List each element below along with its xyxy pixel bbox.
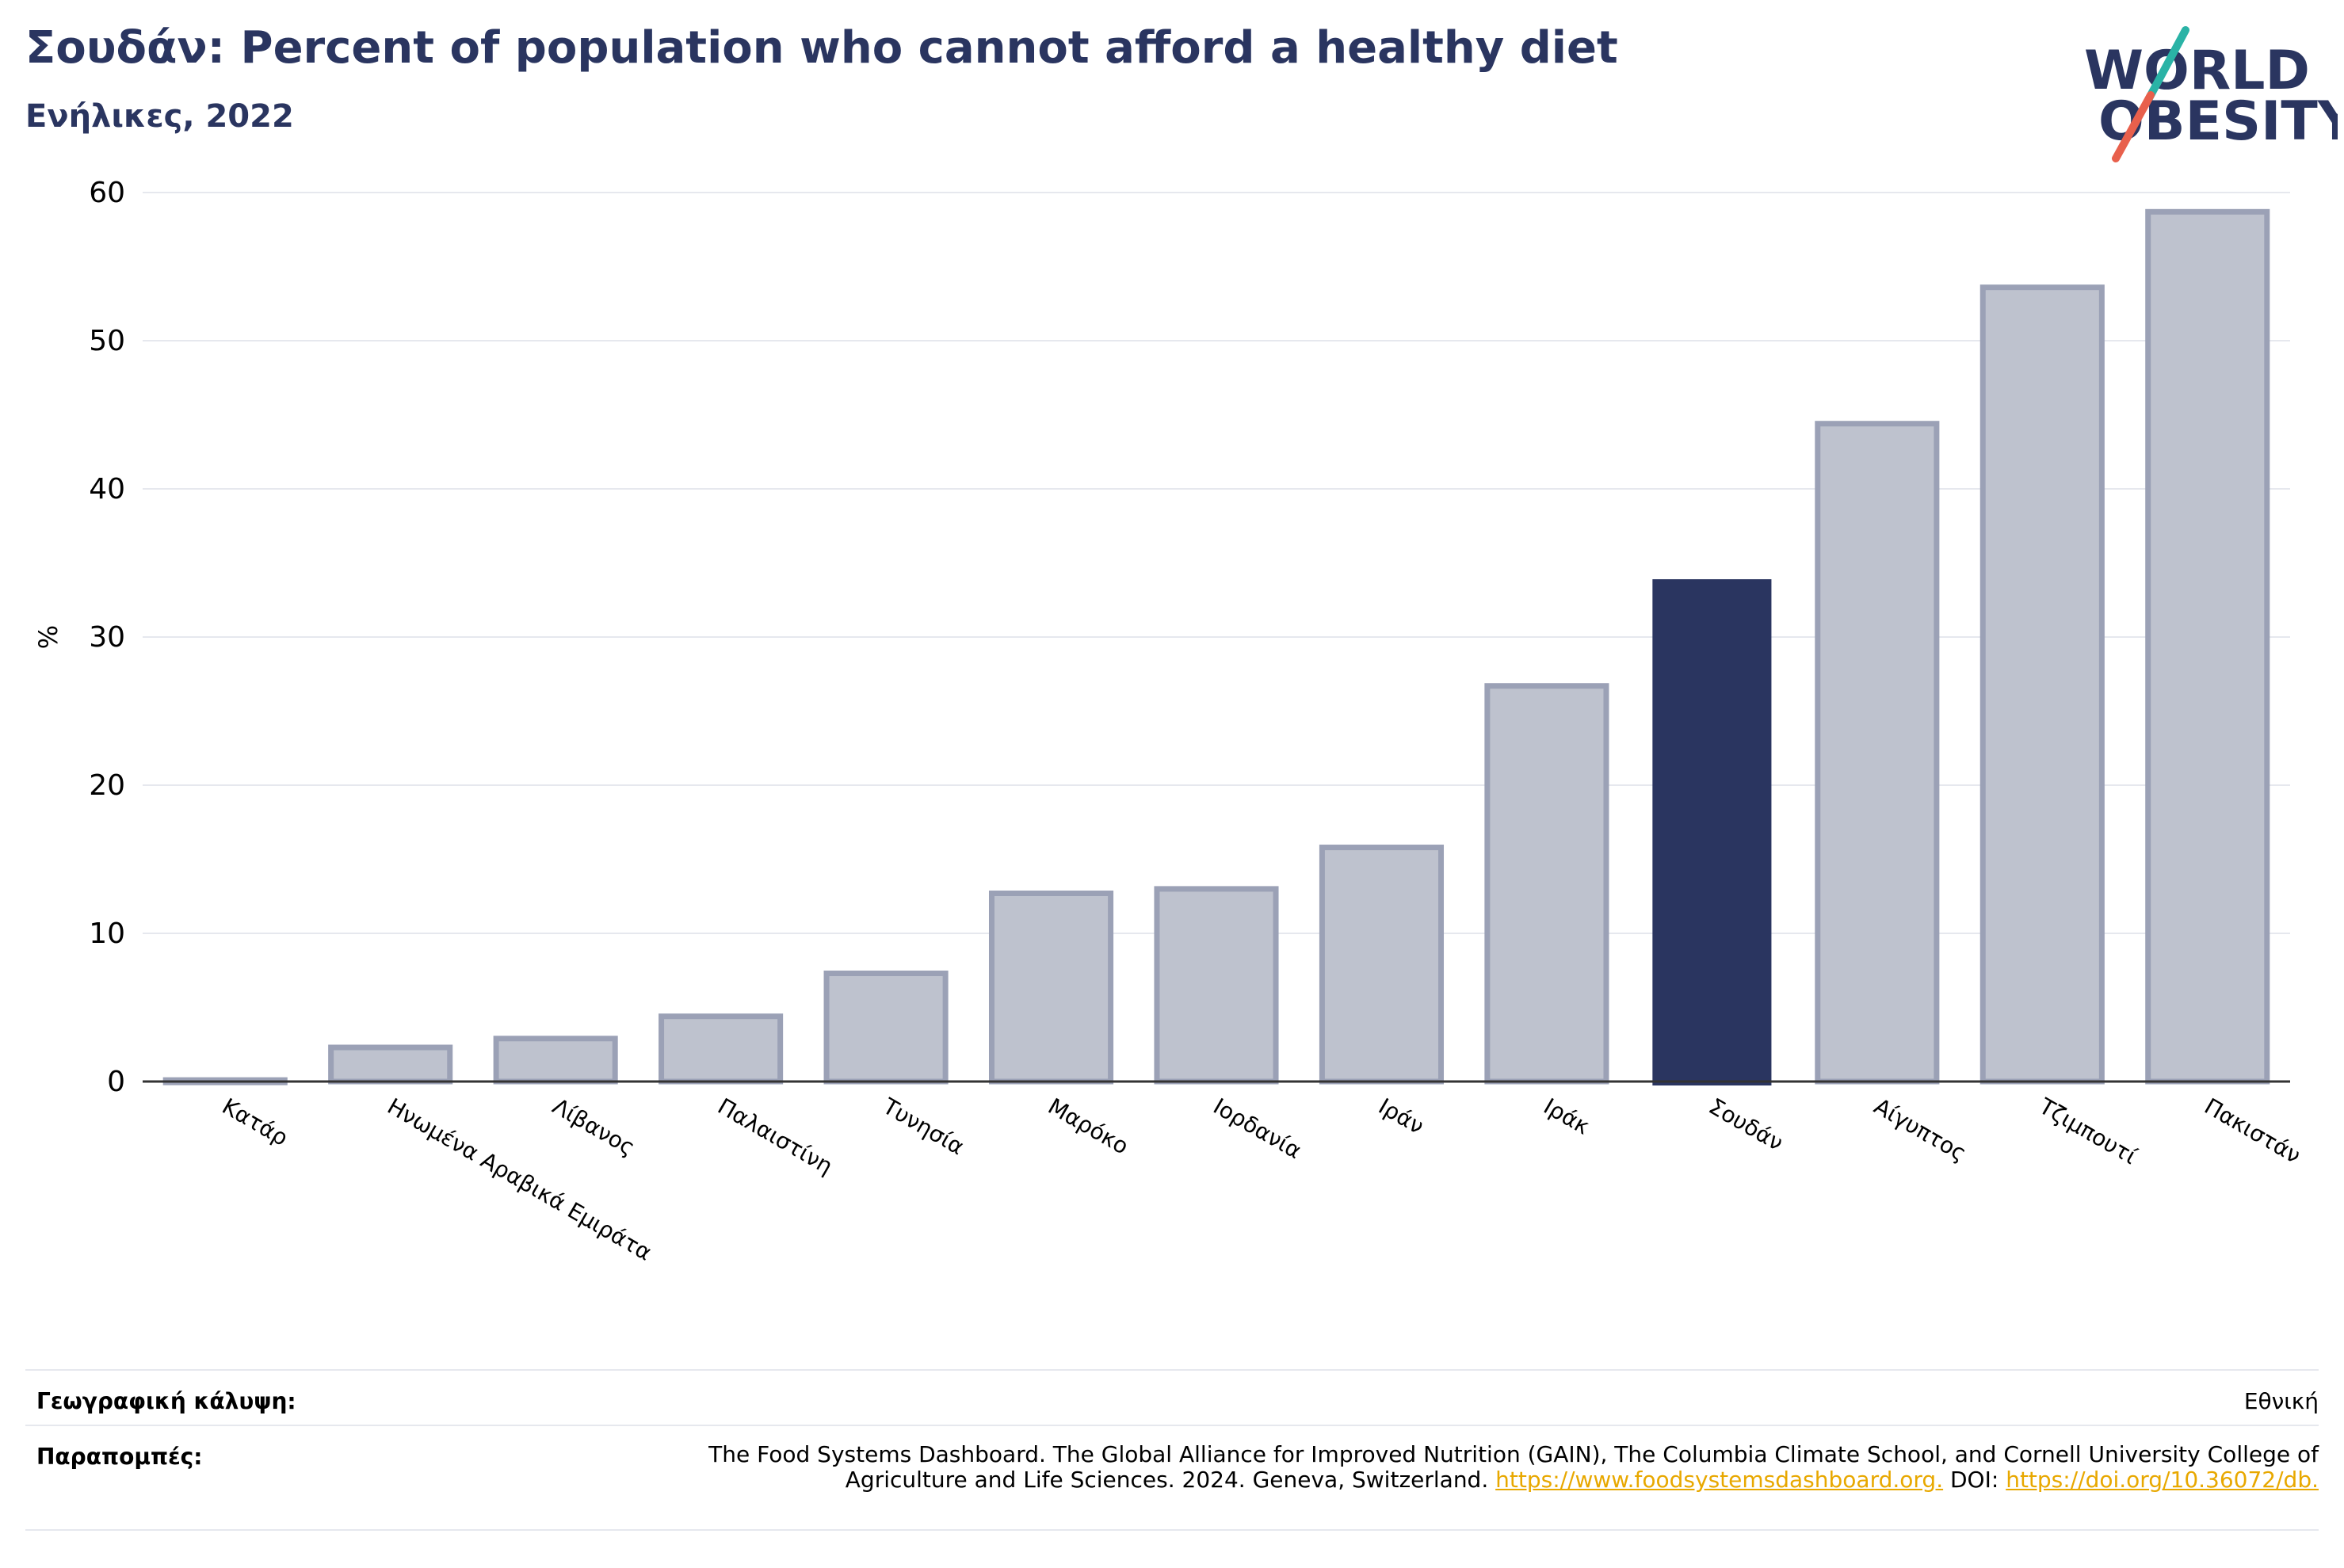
world-obesity-logo: WORLD OBESITY [2084, 26, 2338, 162]
coverage-label: Γεωγραφική κάλυψη: [36, 1388, 296, 1414]
gridlines [143, 192, 2290, 934]
x-tick-label: Ιορδανία [1209, 1093, 1306, 1164]
references-text: The Food Systems Dashboard. The Global A… [694, 1442, 2319, 1493]
chart-subtitle: Ενήλικες, 2022 [25, 98, 294, 135]
references-doi-label: DOI: [1950, 1467, 1999, 1493]
references-link-dashboard[interactable]: https://www.foodsystemsdashboard.org. [1495, 1467, 1944, 1493]
bar [1815, 421, 1940, 1085]
bar [1154, 886, 1279, 1085]
bar [2145, 208, 2270, 1085]
y-tick-label: 0 [107, 1066, 125, 1098]
bar [823, 970, 949, 1085]
footer-divider-bottom [25, 1529, 2319, 1531]
x-tick-label: Τζιμπουτί [2034, 1093, 2142, 1169]
x-tick-label: Παλαιστίνη [713, 1093, 837, 1179]
x-tick-label: Κατάρ [218, 1093, 292, 1151]
x-tick-label: Αίγυπτος [1869, 1093, 1971, 1166]
bar [1979, 284, 2105, 1085]
x-tick-label: Μαρόκο [1044, 1093, 1133, 1159]
x-tick-label: Τυνησία [878, 1093, 969, 1160]
bar [328, 1044, 453, 1085]
bar [493, 1036, 618, 1085]
bar [1319, 845, 1445, 1085]
bar-highlighted [1652, 579, 1772, 1085]
bar [988, 891, 1114, 1085]
x-tick-label: Λίβανος [548, 1093, 639, 1161]
y-tick-label: 40 [89, 473, 125, 505]
references-label: Παραπομπές: [36, 1444, 203, 1470]
bars [162, 208, 2270, 1085]
y-tick-label: 30 [89, 621, 125, 654]
references-link-doi[interactable]: https://doi.org/10.36072/db. [2006, 1467, 2319, 1493]
coverage-value: Εθνική [2243, 1388, 2319, 1414]
bar-chart: 0 10 20 30 40 50 60 Κατάρ Ηνωμένα Αραβικά Εμιρά… [33, 177, 2305, 1266]
references-body: The Food Systems Dashboard. The Global A… [708, 1441, 2319, 1493]
bar [1484, 683, 1609, 1085]
y-tick-label: 50 [89, 325, 125, 357]
footer-divider-middle [25, 1425, 2319, 1426]
logo-slash-teal [2145, 26, 2189, 102]
x-tick-label: Ηνωμένα Αραβικά Εμιράτα [383, 1093, 656, 1265]
logo-word-world: WORLD [2084, 40, 2310, 102]
logo-slash-red [2112, 91, 2155, 162]
y-axis-label: % [33, 625, 63, 649]
bar [659, 1013, 784, 1085]
x-tick-label: Σουδάν [1705, 1093, 1788, 1156]
y-axis-ticks: 0 10 20 30 40 50 60 [89, 177, 125, 1098]
y-tick-label: 20 [89, 769, 125, 802]
y-tick-label: 10 [89, 918, 125, 950]
chart-title: Σουδάν: Percent of population who cannot… [25, 22, 1618, 74]
x-tick-label: Ιράκ [1539, 1093, 1594, 1139]
x-tick-label: Πακιστάν [2200, 1093, 2305, 1169]
x-tick-label: Ιράν [1374, 1093, 1429, 1139]
y-tick-label: 60 [89, 177, 125, 209]
footer-divider-top [25, 1369, 2319, 1371]
